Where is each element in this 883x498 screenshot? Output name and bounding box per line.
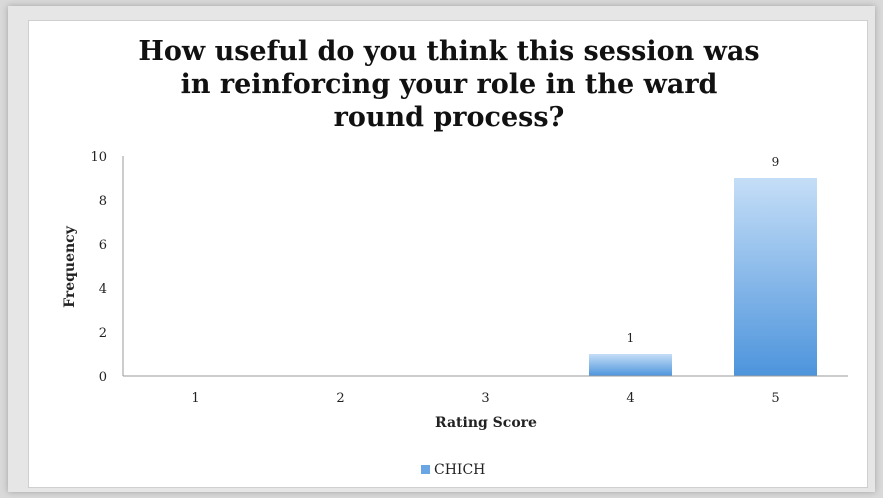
y-tick-label: 10	[90, 150, 107, 165]
y-tick-label: 0	[99, 370, 107, 385]
legend-label: CHICH	[434, 462, 485, 478]
y-tick-label: 4	[99, 282, 107, 297]
chart-title-line-1: How useful do you think this session was	[138, 36, 759, 67]
x-axis-ticks: 1 2 3 4 5	[191, 391, 779, 406]
y-tick-label: 8	[99, 194, 107, 209]
x-tick-label: 2	[336, 391, 344, 406]
chart-title-line-2: in reinforcing your role in the ward	[181, 69, 718, 100]
chart-title-line-3: round process?	[334, 102, 565, 133]
data-labels: 19	[627, 155, 780, 345]
y-tick-label: 6	[99, 238, 107, 253]
legend-swatch	[421, 465, 430, 474]
y-axis-ticks: 0 2 4 6 8 10	[90, 150, 107, 385]
y-axis-title: Frequency	[62, 225, 78, 308]
data-label: 1	[627, 331, 635, 345]
x-tick-label: 3	[481, 391, 489, 406]
data-label: 9	[772, 155, 780, 169]
bars	[589, 178, 817, 376]
x-tick-label: 4	[626, 391, 634, 406]
chart-panel	[28, 20, 868, 488]
x-tick-label: 5	[771, 391, 779, 406]
y-tick-label: 2	[99, 326, 107, 341]
bar	[734, 178, 817, 376]
bar	[589, 354, 672, 376]
x-tick-label: 1	[191, 391, 199, 406]
x-axis-title: Rating Score	[435, 415, 537, 431]
